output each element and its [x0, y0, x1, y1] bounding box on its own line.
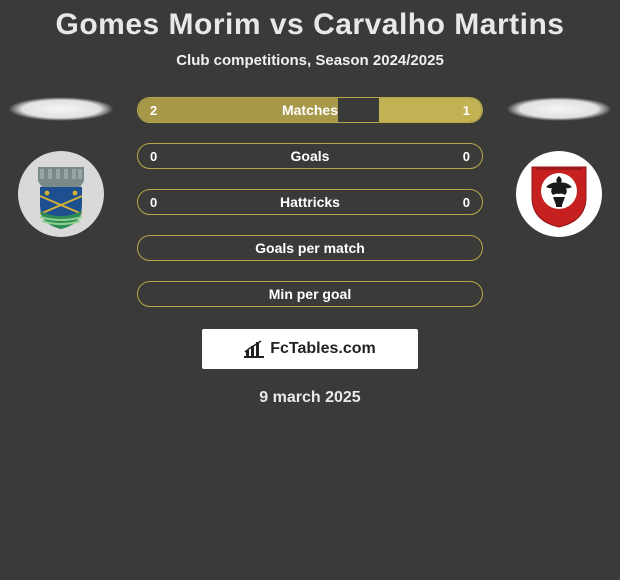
stat-row-goals-per-match: Goals per match [137, 235, 483, 261]
stat-row-goals: Goals0 0 [137, 143, 483, 169]
stat-left-value: 0 [150, 195, 157, 210]
halo-glow-left [8, 97, 114, 121]
stat-row-hattricks: Hattricks0 0 [137, 189, 483, 215]
stat-left-value: 0 [150, 149, 157, 164]
right-team-column [504, 97, 614, 237]
stat-label: Goals per match [138, 240, 482, 256]
left-team-column [6, 97, 116, 237]
stat-label: Goals [138, 148, 482, 164]
stat-right-value: 1 [463, 103, 470, 118]
page-subtitle: Club competitions, Season 2024/2025 [0, 52, 620, 69]
branding-text: FcTables.com [270, 340, 376, 358]
stat-right-value: 0 [463, 149, 470, 164]
team-crest-left [18, 151, 104, 237]
stat-label: Hattricks [138, 194, 482, 210]
stat-left-value: 2 [150, 103, 157, 118]
stat-label: Min per goal [138, 286, 482, 302]
stats-column: Matches21Goals00Hattricks00Goals per mat… [137, 97, 483, 307]
date-line: 9 march 2025 [0, 389, 620, 407]
stat-row-matches: Matches2 1 [137, 97, 483, 123]
stat-right-value: 0 [463, 195, 470, 210]
team-crest-right [516, 151, 602, 237]
crest-right-svg [516, 151, 602, 237]
halo-glow-right [506, 97, 612, 121]
branding-badge[interactable]: FcTables.com [202, 329, 418, 369]
stat-row-min-per-goal: Min per goal [137, 281, 483, 307]
bar-chart-icon [244, 340, 264, 358]
stat-label: Matches [138, 102, 482, 118]
main-row: Matches21Goals00Hattricks00Goals per mat… [0, 97, 620, 307]
comparison-card: Gomes Morim vs Carvalho Martins Club com… [0, 0, 620, 407]
page-title: Gomes Morim vs Carvalho Martins [0, 8, 620, 42]
crest-left-svg [18, 151, 104, 237]
